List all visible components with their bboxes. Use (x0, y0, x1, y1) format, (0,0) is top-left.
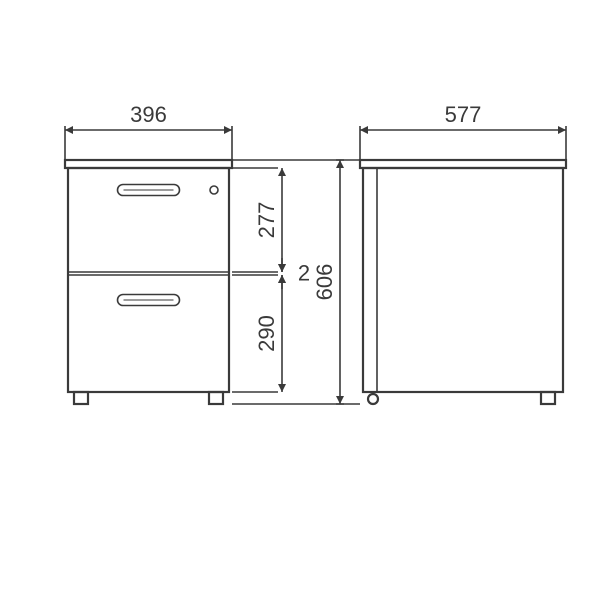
front-view (65, 160, 232, 404)
svg-text:290: 290 (254, 315, 279, 352)
svg-text:577: 577 (445, 102, 482, 127)
svg-text:396: 396 (130, 102, 167, 127)
side-view (360, 160, 566, 404)
svg-text:277: 277 (254, 202, 279, 239)
svg-text:606: 606 (312, 264, 337, 301)
svg-text:2: 2 (298, 261, 310, 286)
